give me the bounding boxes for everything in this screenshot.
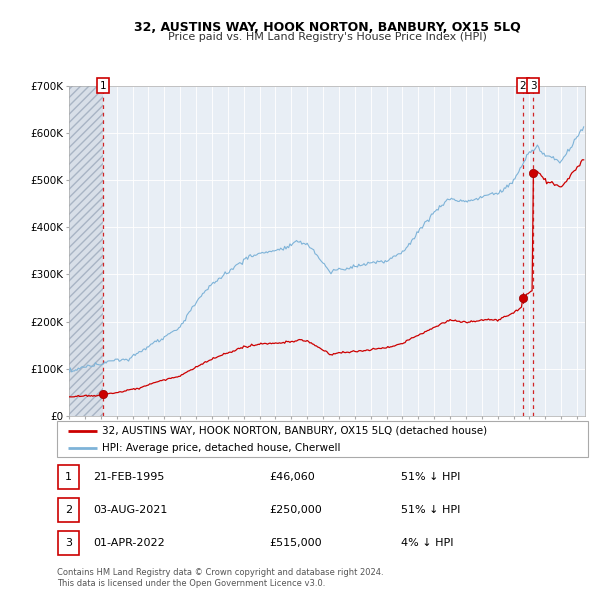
Bar — [69, 86, 103, 416]
Text: £46,060: £46,060 — [270, 472, 316, 481]
Text: 32, AUSTINS WAY, HOOK NORTON, BANBURY, OX15 5LQ (detached house): 32, AUSTINS WAY, HOOK NORTON, BANBURY, O… — [102, 426, 487, 436]
Text: 01-APR-2022: 01-APR-2022 — [93, 538, 164, 548]
Text: 3: 3 — [530, 81, 537, 90]
Text: HPI: Average price, detached house, Cherwell: HPI: Average price, detached house, Cher… — [102, 443, 341, 453]
FancyBboxPatch shape — [58, 531, 79, 555]
FancyBboxPatch shape — [58, 498, 79, 522]
Text: 51% ↓ HPI: 51% ↓ HPI — [401, 472, 460, 481]
Text: 1: 1 — [100, 81, 106, 90]
Text: 1: 1 — [65, 472, 72, 481]
Text: 3: 3 — [65, 538, 72, 548]
Text: 51% ↓ HPI: 51% ↓ HPI — [401, 505, 460, 514]
Text: 21-FEB-1995: 21-FEB-1995 — [93, 472, 164, 481]
Text: 32, AUSTINS WAY, HOOK NORTON, BANBURY, OX15 5LQ: 32, AUSTINS WAY, HOOK NORTON, BANBURY, O… — [134, 21, 520, 34]
Text: This data is licensed under the Open Government Licence v3.0.: This data is licensed under the Open Gov… — [57, 579, 325, 588]
Text: 4% ↓ HPI: 4% ↓ HPI — [401, 538, 454, 548]
FancyBboxPatch shape — [58, 465, 79, 489]
Bar — [69, 86, 103, 416]
Text: £515,000: £515,000 — [270, 538, 322, 548]
Text: 2: 2 — [65, 505, 72, 514]
Text: Contains HM Land Registry data © Crown copyright and database right 2024.: Contains HM Land Registry data © Crown c… — [57, 568, 383, 577]
Text: 03-AUG-2021: 03-AUG-2021 — [93, 505, 167, 514]
Text: £250,000: £250,000 — [270, 505, 322, 514]
FancyBboxPatch shape — [57, 421, 588, 457]
Text: Price paid vs. HM Land Registry's House Price Index (HPI): Price paid vs. HM Land Registry's House … — [167, 32, 487, 42]
Text: 2: 2 — [520, 81, 526, 90]
